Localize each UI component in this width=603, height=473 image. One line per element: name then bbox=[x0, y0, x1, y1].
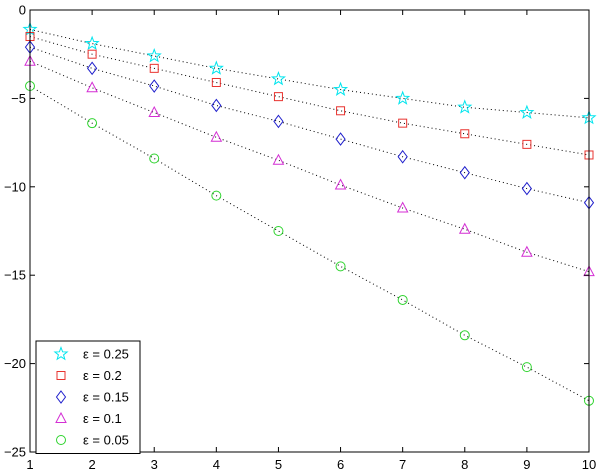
x-tick-label: 10 bbox=[582, 457, 596, 472]
data-point-triangle bbox=[396, 201, 409, 213]
data-point-triangle bbox=[210, 130, 223, 142]
y-tick-label: −5 bbox=[11, 91, 26, 106]
data-point-square bbox=[398, 118, 408, 128]
series-line-0 bbox=[29, 28, 590, 119]
legend-label: ε = 0.05 bbox=[83, 433, 129, 448]
data-point-diamond bbox=[521, 181, 533, 196]
data-point-square bbox=[336, 106, 346, 116]
data-point-star bbox=[332, 81, 349, 96]
data-point-star bbox=[84, 35, 100, 51]
legend-label: ε = 0.1 bbox=[83, 411, 122, 426]
y-tick-label: −20 bbox=[4, 356, 26, 371]
data-point-star bbox=[270, 70, 287, 86]
data-point-square bbox=[522, 139, 532, 149]
series-line-4 bbox=[29, 85, 590, 402]
x-tick-label: 7 bbox=[399, 457, 406, 472]
x-tick-label: 1 bbox=[26, 457, 33, 472]
x-tick-label: 2 bbox=[88, 457, 95, 472]
data-point-circle bbox=[397, 294, 408, 305]
x-tick-label: 3 bbox=[151, 457, 158, 472]
x-tick-label: 8 bbox=[461, 457, 468, 472]
data-point-square bbox=[273, 92, 283, 102]
data-point-star bbox=[457, 99, 473, 114]
legend-label: ε = 0.15 bbox=[83, 390, 129, 405]
x-tick-label: 5 bbox=[275, 457, 282, 472]
data-point-circle bbox=[211, 190, 222, 201]
series-line-2 bbox=[29, 46, 590, 204]
data-point-circle bbox=[149, 153, 160, 164]
legend-box bbox=[35, 340, 141, 454]
plot-frame bbox=[29, 9, 590, 453]
legend-marker-diamond bbox=[55, 390, 67, 404]
data-point-triangle bbox=[458, 222, 471, 234]
series-line-1 bbox=[29, 36, 590, 156]
x-tick-label: 6 bbox=[337, 457, 344, 472]
axes: 1 2 3 4 5 6 7 8 9 10 0 −5 −10 −15 −20 −25 bbox=[4, 3, 596, 473]
y-tick-label: 0 bbox=[19, 3, 26, 18]
legend-label: ε = 0.2 bbox=[83, 368, 122, 383]
data-point-diamond bbox=[335, 132, 346, 146]
data-point-circle bbox=[459, 330, 470, 341]
data-point-circle bbox=[521, 362, 532, 373]
data-point-diamond bbox=[273, 114, 284, 129]
data-point-triangle bbox=[86, 81, 98, 93]
legend: ε = 0.25 ε = 0.2 ε = 0.15 ε = 0.1 ε = 0.05 bbox=[35, 340, 141, 454]
data-point-star bbox=[146, 48, 162, 63]
series-lines bbox=[29, 28, 590, 402]
series-line-3 bbox=[29, 60, 590, 273]
data-point-diamond bbox=[86, 61, 98, 76]
data-point-diamond bbox=[211, 98, 222, 113]
data-point-triangle bbox=[272, 153, 285, 165]
legend-marker-star bbox=[53, 346, 69, 361]
legend-label: ε = 0.25 bbox=[83, 347, 129, 362]
y-tick-label: −15 bbox=[4, 268, 26, 283]
data-point-circle bbox=[273, 226, 284, 236]
data-point-diamond bbox=[459, 165, 470, 180]
data-point-circle bbox=[87, 118, 98, 129]
data-point-triangle bbox=[334, 178, 347, 190]
data-point-triangle bbox=[521, 245, 533, 257]
data-point-square bbox=[460, 129, 470, 139]
data-point-square bbox=[211, 77, 221, 87]
legend-marker-square bbox=[56, 371, 66, 380]
data-point-diamond bbox=[149, 79, 160, 93]
data-point-star bbox=[519, 104, 535, 119]
data-point-circle bbox=[335, 261, 346, 272]
data-point-star bbox=[208, 60, 224, 75]
y-tick-label: −25 bbox=[4, 445, 26, 460]
x-tick-label: 9 bbox=[523, 457, 530, 472]
data-point-triangle bbox=[148, 105, 161, 118]
legend-marker-circle bbox=[56, 435, 66, 445]
data-point-square bbox=[87, 49, 97, 59]
data-point-diamond bbox=[397, 149, 408, 164]
y-tick-label: −10 bbox=[4, 179, 26, 194]
legend-marker-triangle bbox=[55, 411, 67, 423]
data-point-square bbox=[149, 63, 159, 73]
data-point-star bbox=[395, 90, 411, 105]
x-tick-label: 4 bbox=[213, 457, 220, 472]
